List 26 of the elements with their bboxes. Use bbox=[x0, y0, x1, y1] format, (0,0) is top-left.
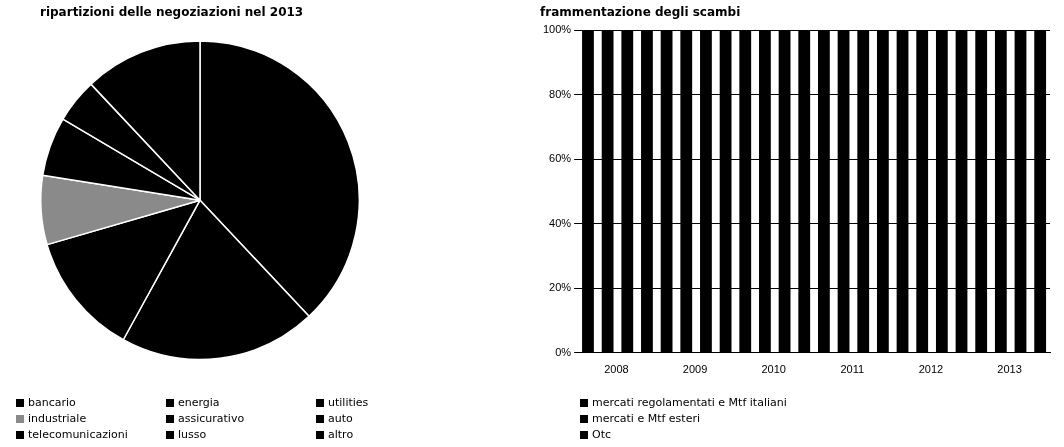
x-tick-label: 2009 bbox=[682, 363, 708, 376]
legend-label: auto bbox=[328, 412, 353, 425]
legend-label: industriale bbox=[28, 412, 87, 425]
legend-label: assicurativo bbox=[178, 412, 245, 425]
y-tick-label: 60% bbox=[549, 152, 572, 165]
y-tick-label: 0% bbox=[555, 345, 572, 358]
x-tick-label: 2012 bbox=[918, 363, 944, 376]
legend-label: energia bbox=[178, 396, 220, 409]
legend-label: altro bbox=[328, 428, 354, 441]
legend-label: telecomunicazioni bbox=[28, 428, 128, 441]
x-tick-label: 2010 bbox=[761, 363, 786, 376]
chart-title: ripartizioni delle negoziazioni nel 2013 bbox=[40, 5, 304, 20]
y-tick-label: 20% bbox=[549, 281, 572, 294]
y-tick-label: 100% bbox=[542, 23, 572, 36]
legend-label: mercati e Mtf esteri bbox=[592, 412, 701, 425]
x-tick-label: 2013 bbox=[997, 363, 1022, 376]
legend-label: bancario bbox=[28, 396, 76, 409]
legend-label: mercati regolamentati e Mtf italiani bbox=[592, 396, 787, 409]
legend-label: utilities bbox=[328, 396, 369, 409]
x-tick-label: 2011 bbox=[840, 363, 865, 376]
legend-label: Otc bbox=[592, 428, 612, 441]
chart-title: frammentazione degli scambi bbox=[540, 5, 741, 20]
y-tick-label: 40% bbox=[549, 216, 572, 229]
x-tick-label: 2008 bbox=[604, 363, 629, 376]
legend-label: lusso bbox=[178, 428, 207, 441]
y-tick-label: 80% bbox=[549, 87, 572, 100]
